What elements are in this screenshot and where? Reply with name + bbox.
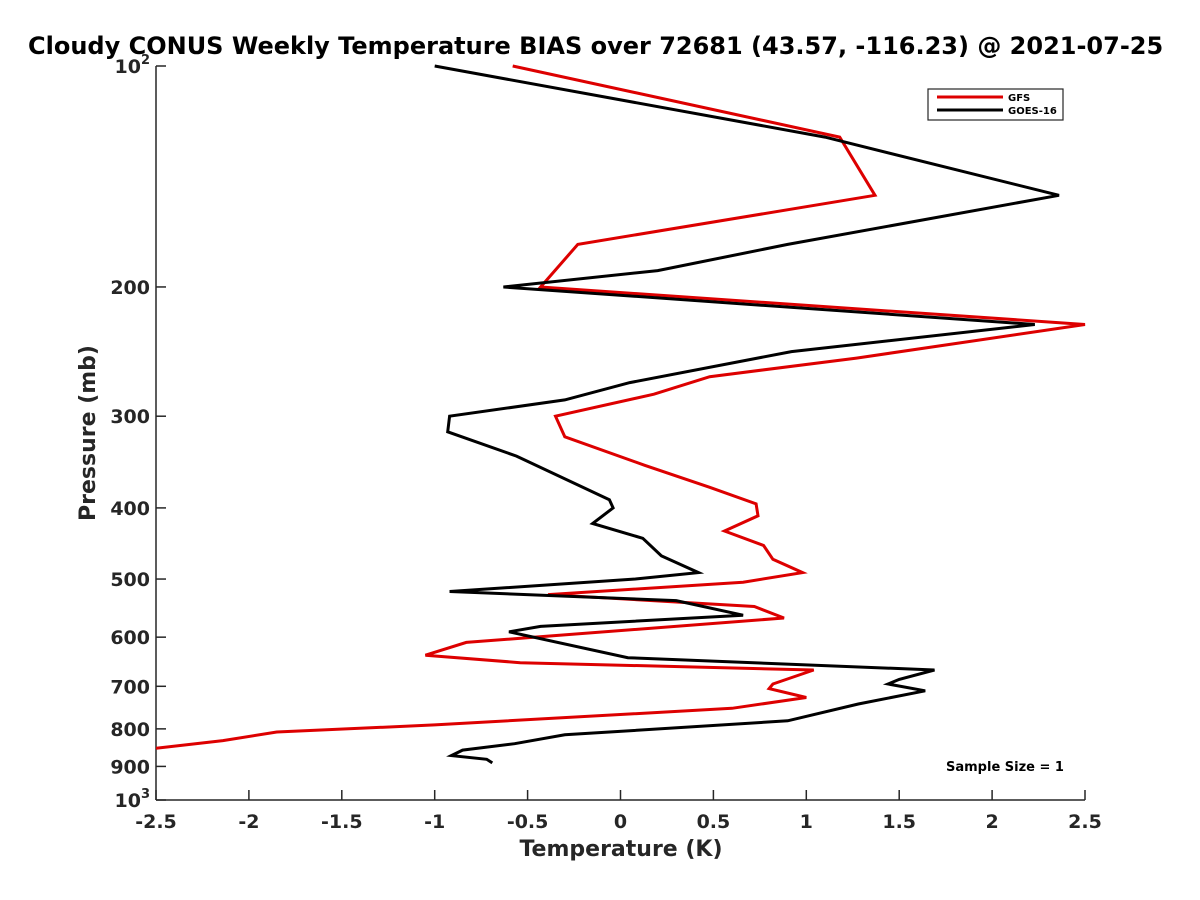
y-tick-label: 103 (115, 787, 151, 812)
x-tick-label: -1 (424, 811, 445, 833)
plot-axes-box (155, 66, 1085, 801)
y-tick-label: 600 (110, 627, 150, 649)
y-tick-label: 500 (110, 569, 150, 591)
x-tick-label: 2 (985, 811, 998, 833)
y-tick-label: 200 (110, 277, 150, 299)
x-tick-label: -0.5 (507, 811, 549, 833)
series-line-goes-16 (434, 64, 1060, 765)
y-tick-label: 900 (110, 756, 150, 778)
x-tick-label: -1.5 (321, 811, 363, 833)
sample-size-annotation: Sample Size = 1 (946, 760, 1064, 775)
x-tick-label: -2 (238, 811, 259, 833)
x-tick-label: 1.5 (882, 811, 916, 833)
legend: GFS GOES-16 (927, 88, 1064, 121)
chart-title: Cloudy CONUS Weekly Temperature BIAS ove… (28, 32, 1163, 60)
legend-box (927, 88, 1064, 121)
x-tick-label: 0 (614, 811, 627, 833)
y-tick-label: 400 (110, 498, 150, 520)
x-tick-label: -2.5 (135, 811, 177, 833)
series-layer (156, 64, 1086, 765)
x-tick-label: 0.5 (697, 811, 731, 833)
series-line-gfs (156, 64, 1086, 750)
y-tick-label: 800 (110, 719, 150, 741)
x-axis-ticks: -2.5 -2 -1.5 -1 -0.5 0 0.5 1 1.5 2 2.5 (135, 790, 1102, 833)
y-axis-ticks: 102 200 300 400 500 600 700 800 900 103 (110, 53, 166, 812)
x-axis-label: Temperature (K) (519, 837, 722, 862)
y-tick-label: 102 (115, 53, 151, 78)
y-tick-label: 300 (110, 406, 150, 428)
legend-entry-label: GFS (1008, 93, 1030, 104)
y-axis-label: Pressure (mb) (76, 345, 101, 521)
y-tick-label: 700 (110, 676, 150, 698)
x-tick-label: 2.5 (1068, 811, 1102, 833)
legend-entry-label: GOES-16 (1008, 106, 1057, 117)
x-tick-label: 1 (800, 811, 813, 833)
